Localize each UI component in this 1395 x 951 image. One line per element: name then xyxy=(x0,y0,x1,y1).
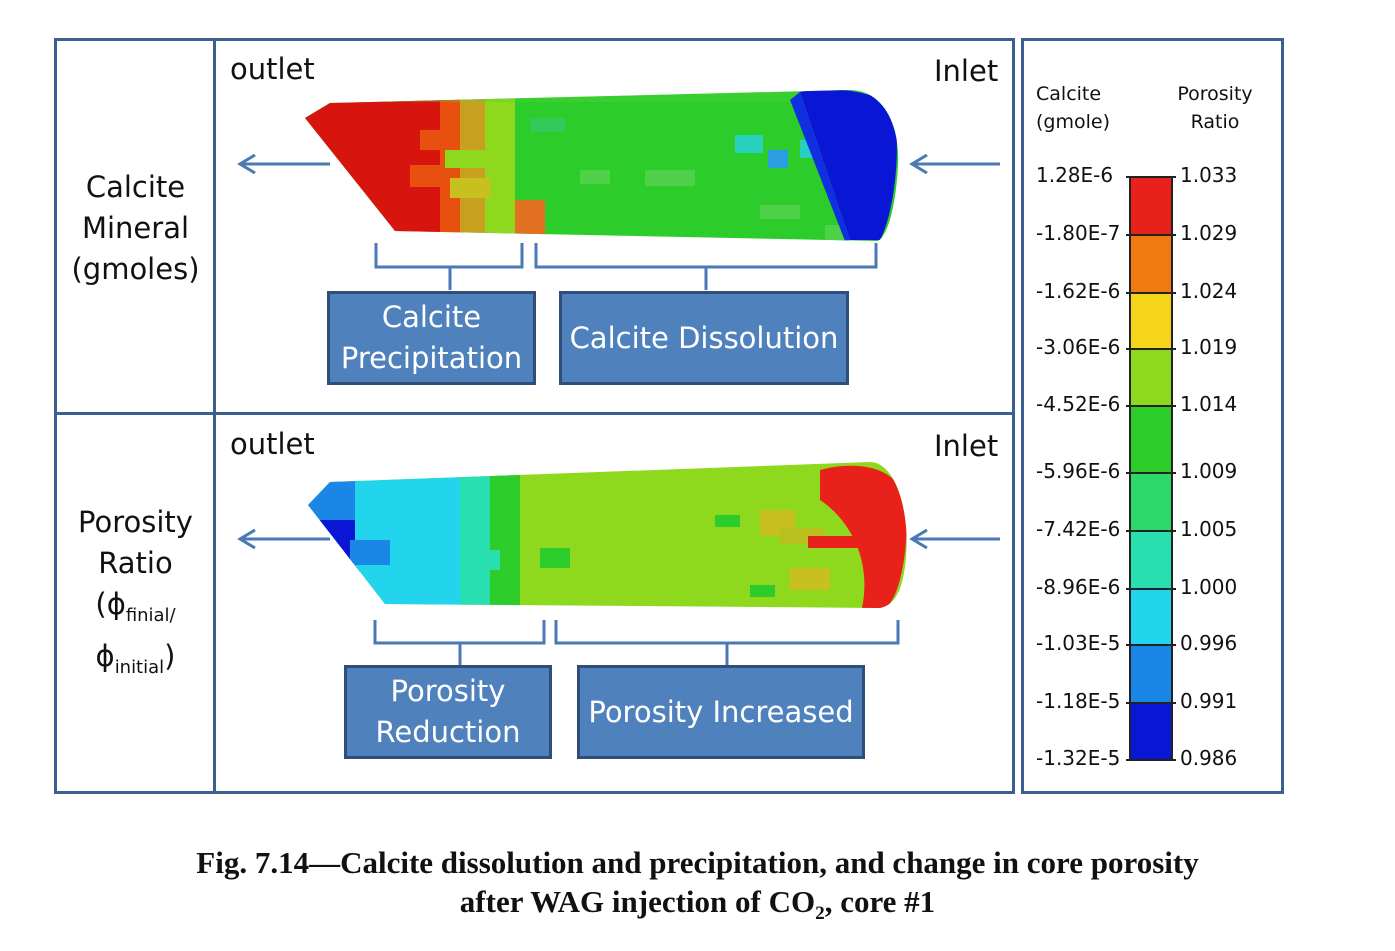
legend-frame xyxy=(1021,38,1284,794)
row-divider xyxy=(54,412,1015,415)
calcite-precipitation-callout: Calcite Precipitation xyxy=(327,291,536,385)
colorbar xyxy=(1126,176,1176,761)
calcite-tick-label: -8.96E-6 xyxy=(1036,575,1121,599)
calcite-row-label: Calcite Mineral (gmoles) xyxy=(71,170,200,286)
porosity-tick-label: 1.005 xyxy=(1180,517,1238,541)
calcite-inlet-arrow xyxy=(909,153,1000,175)
legend-calcite-header: Calcite (gmole) xyxy=(1036,83,1110,133)
calcite-tick-label: -1.03E-5 xyxy=(1036,631,1121,655)
legend-porosity-header: Porosity Ratio xyxy=(1177,83,1253,133)
porosity-tick-label: 1.000 xyxy=(1180,575,1238,599)
porosity-tick-label: 0.991 xyxy=(1180,689,1238,713)
calcite-dissolution-callout: Calcite Dissolution xyxy=(559,291,849,385)
calcite-tick-label: -5.96E-6 xyxy=(1036,459,1121,483)
figure-caption-line1: Fig. 7.14—Calcite dissolution and precip… xyxy=(196,845,1199,880)
porosity-tick-label: 1.024 xyxy=(1180,279,1238,303)
calcite-inlet-label: Inlet xyxy=(934,54,999,88)
porosity-tick-label: 0.996 xyxy=(1180,631,1238,655)
porosity-outlet-arrow xyxy=(237,528,330,550)
porosity-inlet-label: Inlet xyxy=(934,429,999,463)
porosity-outlet-label: outlet xyxy=(230,427,315,461)
porosity-tick-label: 1.033 xyxy=(1180,163,1238,187)
porosity-reduction-callout: Porosity Reduction xyxy=(344,665,552,759)
column-divider xyxy=(213,38,216,794)
calcite-core xyxy=(305,90,899,241)
porosity-inlet-arrow xyxy=(909,528,1000,550)
calcite-outlet-label: outlet xyxy=(230,52,315,86)
calcite-tick-label: -1.32E-5 xyxy=(1036,746,1121,770)
porosity-core xyxy=(308,462,907,608)
porosity-tick-label: 1.009 xyxy=(1180,459,1238,483)
porosity-tick-label: 0.986 xyxy=(1180,746,1238,770)
calcite-braces xyxy=(374,243,878,290)
calcite-tick-label: -1.80E-7 xyxy=(1036,221,1121,245)
calcite-tick-label: -7.42E-6 xyxy=(1036,517,1121,541)
colorbar-gradient xyxy=(1129,176,1173,761)
porosity-braces xyxy=(373,620,900,665)
calcite-tick-label: -3.06E-6 xyxy=(1036,335,1121,359)
porosity-row-label: Porosity Ratio (ϕfinial/ ϕinitial) xyxy=(78,505,193,678)
porosity-tick-label: 1.029 xyxy=(1180,221,1238,245)
porosity-increased-callout: Porosity Increased xyxy=(577,665,865,759)
calcite-tick-label: -1.62E-6 xyxy=(1036,279,1121,303)
porosity-tick-label: 1.014 xyxy=(1180,392,1238,416)
calcite-tick-label: -4.52E-6 xyxy=(1036,392,1121,416)
calcite-tick-label: 1.28E-6 xyxy=(1036,163,1114,187)
porosity-tick-label: 1.019 xyxy=(1180,335,1238,359)
calcite-tick-label: -1.18E-5 xyxy=(1036,689,1121,713)
calcite-outlet-arrow xyxy=(237,153,330,175)
figure-caption-line2: after WAG injection of CO2, core #1 xyxy=(459,884,936,925)
main-panel-frame xyxy=(54,38,1015,794)
